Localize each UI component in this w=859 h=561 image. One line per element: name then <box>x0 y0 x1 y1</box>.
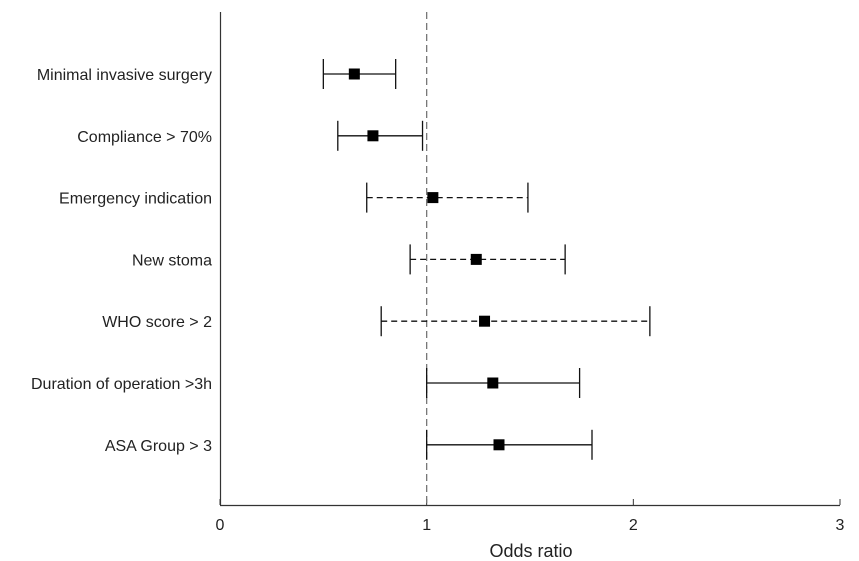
x-ticks: 0 1 2 3 <box>216 499 845 534</box>
category-labels: Minimal invasive surgery Compliance > 70%… <box>31 67 212 455</box>
x-tick-label: 3 <box>836 517 845 534</box>
row-label: ASA Group > 3 <box>105 438 212 455</box>
row-label: Compliance > 70% <box>77 129 212 146</box>
row-label: Duration of operation >3h <box>31 376 212 393</box>
odds-ratio-marker <box>470 253 482 265</box>
x-tick-label: 0 <box>216 517 225 534</box>
odds-ratio-marker <box>493 439 505 451</box>
row-label: New stoma <box>132 252 212 269</box>
odds-ratio-marker <box>479 315 491 327</box>
row-label: Emergency indication <box>59 191 212 208</box>
x-tick-label: 2 <box>629 517 638 534</box>
row-label: Minimal invasive surgery <box>37 67 212 84</box>
x-tick-label: 1 <box>422 517 431 534</box>
odds-ratio-marker <box>348 68 360 80</box>
odds-ratio-marker <box>367 130 379 142</box>
x-axis-title: Odds ratio <box>489 541 572 561</box>
row-label: WHO score > 2 <box>102 314 212 331</box>
odds-ratio-marker <box>427 192 439 204</box>
estimate-rows <box>322 59 651 460</box>
odds-ratio-marker <box>487 377 499 389</box>
